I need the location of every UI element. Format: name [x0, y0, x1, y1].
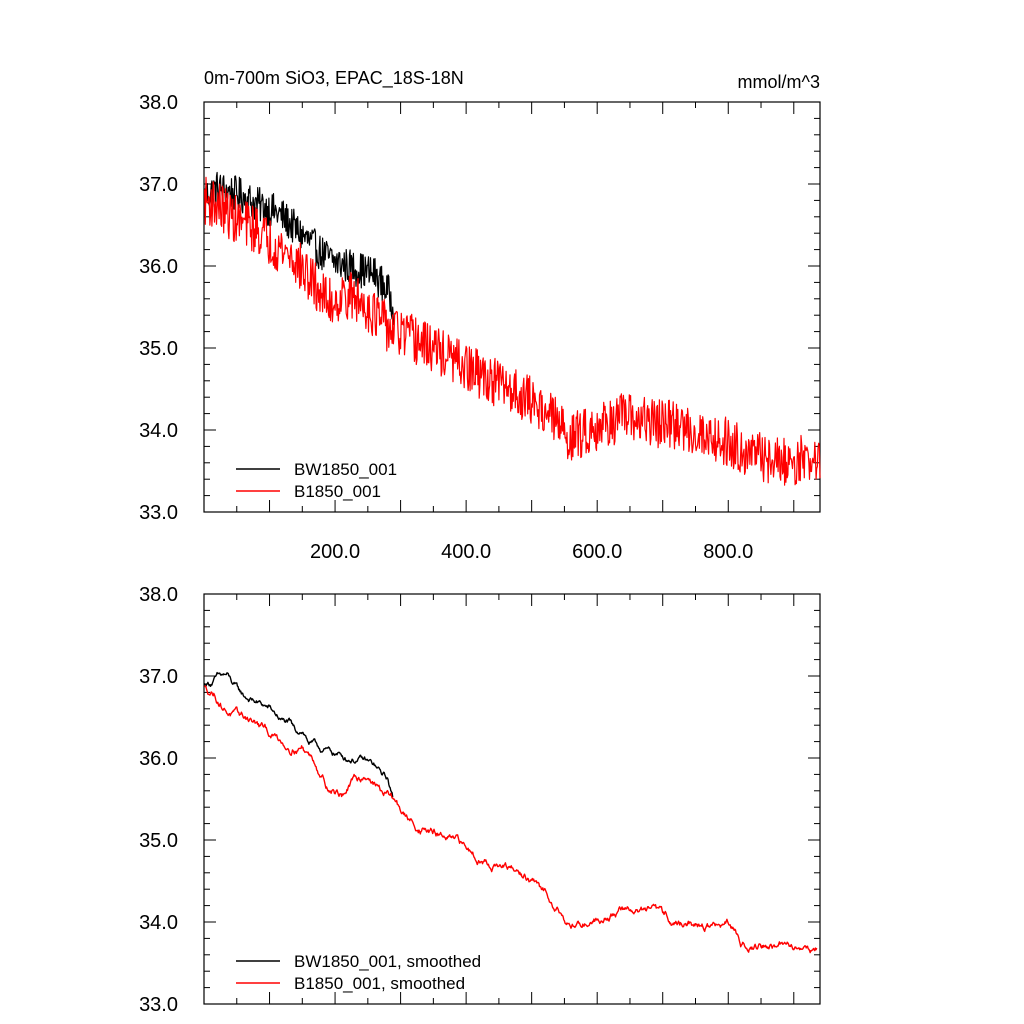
- legend-label-b1850: B1850_001: [294, 482, 381, 501]
- bottom-y-tick-label: 36.0: [139, 748, 178, 770]
- legend-label-bw1850: BW1850_001: [294, 460, 397, 479]
- top-x-tick-label: 200.0: [310, 541, 360, 563]
- top-y-tick-label: 35.0: [139, 338, 178, 360]
- bottom-series-line-b1850-001-smoothed: [204, 685, 818, 954]
- top-x-tick-label: 400.0: [441, 541, 491, 563]
- top-x-tick-label: 800.0: [703, 541, 753, 563]
- bottom-panel: 33.0 34.0 35.0 36.0 37.0 38.0 BW1850_001, smo…: [139, 584, 821, 1016]
- top-plot-frame: [203, 101, 821, 513]
- top-series-line-bw1850-001: [204, 171, 395, 326]
- bottom-y-tick-label: 37.0: [139, 666, 178, 688]
- bottom-axis-ticks: 33.0 34.0 35.0 36.0 37.0 38.0: [139, 584, 820, 1016]
- top-legend: BW1850_001 B1850_001: [236, 460, 397, 501]
- bottom-plot-frame: [203, 593, 821, 1005]
- bottom-series-line-bw1850-001-smoothed: [204, 671, 394, 798]
- bottom-legend: BW1850_001, smoothed B1850_001, smoothed: [236, 952, 481, 993]
- top-y-tick-label: 34.0: [139, 420, 178, 442]
- top-y-tick-label: 37.0: [139, 174, 178, 196]
- top-panel: 0m-700m SiO3, EPAC_18S-18N mmol/m^3 33.0…: [139, 68, 821, 563]
- legend-label-bw1850-smoothed: BW1850_001, smoothed: [294, 952, 481, 971]
- bottom-y-tick-label: 38.0: [139, 584, 178, 606]
- top-axis-ticks: 33.0 34.0 35.0 36.0 37.0 38.0 200.0 400.0 600.0 8…: [139, 92, 820, 563]
- chart-title: 0m-700m SiO3, EPAC_18S-18N: [204, 68, 464, 89]
- top-y-tick-label: 33.0: [139, 502, 178, 524]
- units-label: mmol/m^3: [738, 72, 820, 92]
- legend-label-b1850-smoothed: B1850_001, smoothed: [294, 974, 465, 993]
- bottom-series-group: [204, 671, 818, 954]
- top-y-tick-label: 38.0: [139, 92, 178, 114]
- bottom-y-tick-label: 34.0: [139, 912, 178, 934]
- bottom-y-tick-label: 33.0: [139, 994, 178, 1016]
- top-series-line-b1850-001: [204, 176, 821, 486]
- top-x-tick-label: 600.0: [572, 541, 622, 563]
- top-series-group: [204, 171, 821, 486]
- bottom-y-tick-label: 35.0: [139, 830, 178, 852]
- top-y-tick-label: 36.0: [139, 256, 178, 278]
